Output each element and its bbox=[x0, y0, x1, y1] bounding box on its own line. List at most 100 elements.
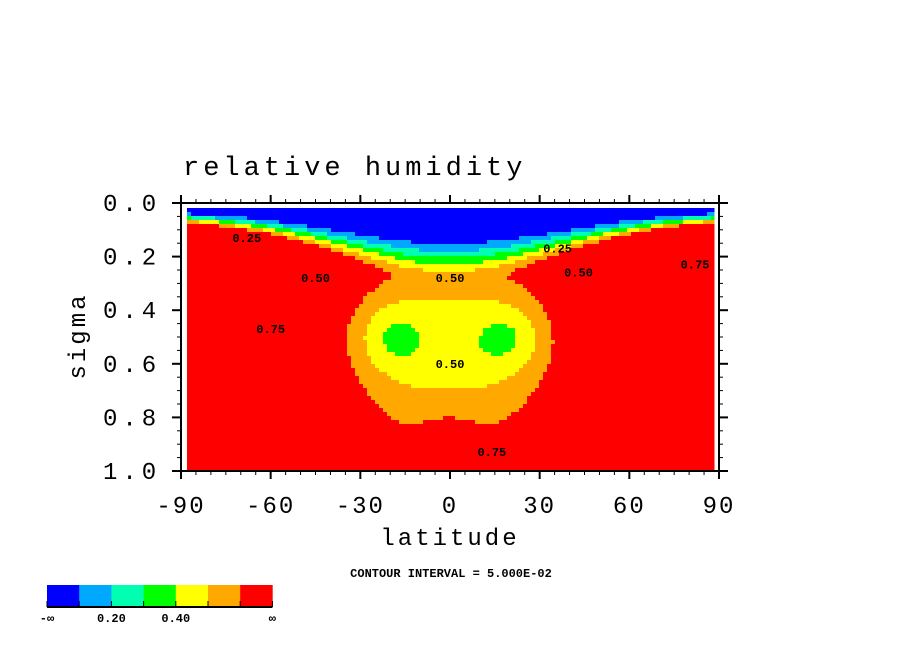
heatmap-cell bbox=[695, 256, 700, 261]
heatmap-cell bbox=[495, 264, 500, 269]
heatmap-cell bbox=[343, 256, 348, 261]
heatmap-cell bbox=[371, 344, 376, 349]
heatmap-cell bbox=[515, 236, 520, 241]
heatmap-cell bbox=[267, 320, 272, 325]
heatmap-cell bbox=[707, 308, 712, 313]
heatmap-cell bbox=[239, 248, 244, 253]
heatmap-cell bbox=[215, 336, 220, 341]
heatmap-cell bbox=[195, 356, 200, 361]
heatmap-cell bbox=[395, 296, 400, 301]
heatmap-cell bbox=[339, 252, 344, 257]
heatmap-cell bbox=[515, 232, 520, 237]
heatmap-cell bbox=[675, 324, 680, 329]
heatmap-cell bbox=[559, 348, 564, 353]
heatmap-cell bbox=[403, 228, 408, 233]
heatmap-cell bbox=[507, 320, 512, 325]
heatmap-cell bbox=[479, 352, 484, 357]
heatmap-cell bbox=[615, 236, 620, 241]
heatmap-cell bbox=[243, 316, 248, 321]
heatmap-cell bbox=[623, 252, 628, 257]
heatmap-cell bbox=[471, 320, 476, 325]
heatmap-cell bbox=[387, 252, 392, 257]
heatmap-cell bbox=[615, 316, 620, 321]
heatmap-cell bbox=[487, 284, 492, 289]
heatmap-cell bbox=[607, 280, 612, 285]
heatmap-cell bbox=[563, 320, 568, 325]
heatmap-cell bbox=[291, 272, 296, 277]
heatmap-cell bbox=[555, 268, 560, 273]
heatmap-cell bbox=[315, 276, 320, 281]
heatmap-cell bbox=[411, 336, 416, 341]
heatmap-cell bbox=[339, 328, 344, 333]
heatmap-cell bbox=[191, 348, 196, 353]
heatmap-cell bbox=[415, 284, 420, 289]
heatmap-cell bbox=[447, 244, 452, 249]
heatmap-cell bbox=[415, 276, 420, 281]
heatmap-cell bbox=[599, 348, 604, 353]
heatmap-cell bbox=[355, 212, 360, 217]
heatmap-cell bbox=[623, 340, 628, 345]
heatmap-cell bbox=[619, 348, 624, 353]
heatmap-cell bbox=[603, 348, 608, 353]
heatmap-cell bbox=[427, 300, 432, 305]
heatmap-cell bbox=[319, 304, 324, 309]
heatmap-cell bbox=[619, 216, 624, 221]
heatmap-cell bbox=[191, 328, 196, 333]
heatmap-cell bbox=[695, 316, 700, 321]
heatmap-cell bbox=[339, 256, 344, 261]
heatmap-cell bbox=[623, 284, 628, 289]
heatmap-cell bbox=[199, 244, 204, 249]
heatmap-cell bbox=[527, 224, 532, 229]
heatmap-cell bbox=[427, 320, 432, 325]
heatmap-cell bbox=[499, 272, 504, 277]
heatmap-cell bbox=[351, 320, 356, 325]
heatmap-cell bbox=[471, 288, 476, 293]
heatmap-cell bbox=[335, 264, 340, 269]
heatmap-cell bbox=[259, 264, 264, 269]
heatmap-cell bbox=[475, 236, 480, 241]
heatmap-cell bbox=[343, 268, 348, 273]
heatmap-cell bbox=[391, 220, 396, 225]
heatmap-cell bbox=[631, 284, 636, 289]
heatmap-cell bbox=[635, 208, 640, 213]
heatmap-cell bbox=[403, 208, 408, 213]
heatmap-cell bbox=[659, 344, 664, 349]
heatmap-cell bbox=[679, 332, 684, 337]
heatmap-cell bbox=[383, 272, 388, 277]
heatmap-cell bbox=[195, 216, 200, 221]
heatmap-cell bbox=[415, 288, 420, 293]
heatmap-cell bbox=[475, 260, 480, 265]
heatmap-cell bbox=[679, 212, 684, 217]
heatmap-cell bbox=[315, 228, 320, 233]
heatmap-cell bbox=[579, 348, 584, 353]
heatmap-cell bbox=[527, 296, 532, 301]
heatmap-cell bbox=[307, 276, 312, 281]
heatmap-cell bbox=[703, 224, 708, 229]
heatmap-cell bbox=[355, 344, 360, 349]
heatmap-cell bbox=[391, 208, 396, 213]
heatmap-cell bbox=[643, 340, 648, 345]
heatmap-cell bbox=[191, 292, 196, 297]
heatmap-cell bbox=[471, 356, 476, 361]
heatmap-cell bbox=[707, 248, 712, 253]
heatmap-cell bbox=[623, 304, 628, 309]
heatmap-cell bbox=[235, 336, 240, 341]
heatmap-cell bbox=[679, 256, 684, 261]
heatmap-cell bbox=[447, 348, 452, 353]
heatmap-cell bbox=[403, 236, 408, 241]
heatmap-cell bbox=[339, 260, 344, 265]
heatmap-cell bbox=[623, 212, 628, 217]
heatmap-cell bbox=[559, 352, 564, 357]
heatmap-cell bbox=[431, 244, 436, 249]
heatmap-cell bbox=[575, 276, 580, 281]
heatmap-cell bbox=[623, 356, 628, 361]
heatmap-cell bbox=[207, 296, 212, 301]
heatmap-cell bbox=[535, 288, 540, 293]
heatmap-cell bbox=[251, 332, 256, 337]
heatmap-cell bbox=[551, 252, 556, 257]
heatmap-cell bbox=[435, 268, 440, 273]
heatmap-cell bbox=[603, 352, 608, 357]
heatmap-cell bbox=[211, 264, 216, 269]
heatmap-cell bbox=[415, 356, 420, 361]
heatmap-cell bbox=[275, 312, 280, 317]
